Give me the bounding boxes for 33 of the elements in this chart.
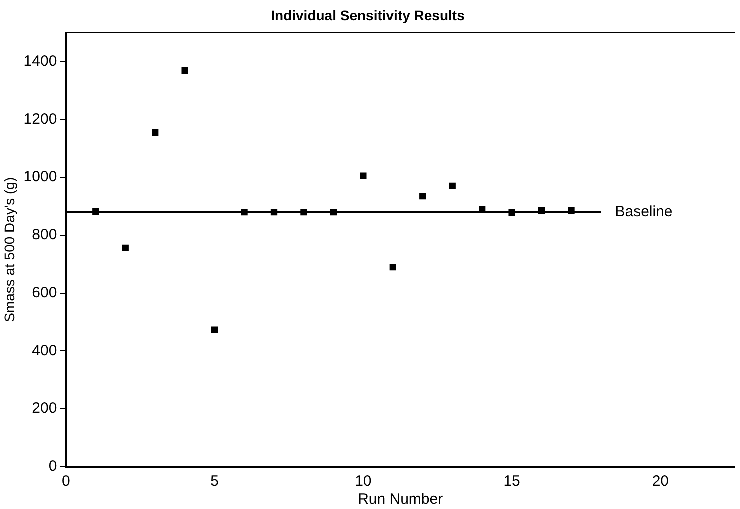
point xyxy=(420,193,426,200)
y-tick-label: 1000 xyxy=(24,168,58,186)
point xyxy=(508,210,516,216)
y-tick-label: 200 xyxy=(32,400,58,418)
point xyxy=(538,207,546,214)
point xyxy=(152,129,159,136)
point xyxy=(390,264,396,271)
point xyxy=(211,326,218,334)
point xyxy=(360,172,367,180)
point xyxy=(330,208,338,216)
y-tick-label: 0 xyxy=(48,458,58,476)
point xyxy=(241,208,248,216)
y-tick-label: 1200 xyxy=(24,110,58,128)
point xyxy=(300,208,308,216)
x-axis-title: Run Number xyxy=(358,491,444,508)
point xyxy=(270,208,278,216)
x-tick-label: 0 xyxy=(62,473,70,490)
y-axis-title: Smass at 500 Day's (g) xyxy=(1,177,18,322)
point xyxy=(449,182,456,190)
x-tick-label: 5 xyxy=(210,473,219,490)
y-tick-label: 600 xyxy=(32,284,58,302)
x-tick-label: 10 xyxy=(355,473,372,490)
point xyxy=(92,208,100,216)
y-tick-label: 1400 xyxy=(24,52,58,70)
point xyxy=(182,67,188,74)
chart-title: Individual Sensitivity Results xyxy=(271,7,466,24)
point xyxy=(122,244,129,252)
y-tick-label: 400 xyxy=(32,342,58,360)
series-label: Baseline xyxy=(615,203,673,220)
x-tick-label: 20 xyxy=(652,473,670,490)
x-tick-label: 15 xyxy=(504,473,520,490)
point xyxy=(568,207,575,214)
y-tick-label: 800 xyxy=(32,226,58,244)
